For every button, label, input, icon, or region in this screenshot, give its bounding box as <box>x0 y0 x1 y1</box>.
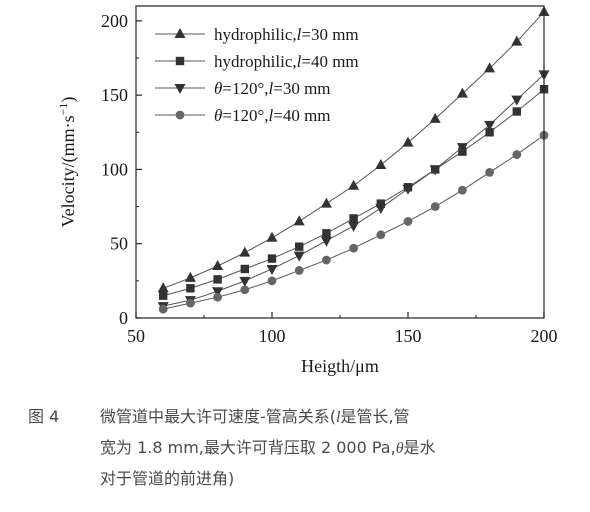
data-point-hydrophilic-l30 <box>293 215 305 226</box>
data-point-hydrophilic-l30 <box>157 282 169 293</box>
legend-label-theta120-l40: θ=120°,l=40 mm <box>214 106 331 125</box>
data-point-hydrophilic-l30 <box>375 158 387 169</box>
data-point-theta120-l40 <box>186 298 195 308</box>
data-point-hydrophilic-l40 <box>349 214 358 223</box>
caption-var-theta: θ <box>395 440 404 457</box>
data-point-hydrophilic-l30 <box>484 62 496 73</box>
data-point-hydrophilic-l30 <box>266 231 278 242</box>
data-point-hydrophilic-l30 <box>456 87 468 98</box>
x-tick-label: 150 <box>395 326 422 346</box>
legend-label-hydrophilic-l40: hydrophilic,l=40 mm <box>214 52 359 71</box>
data-point-hydrophilic-l30 <box>429 112 441 123</box>
data-point-theta120-l40 <box>512 150 522 159</box>
data-point-hydrophilic-l30 <box>402 136 414 147</box>
data-point-theta120-l40 <box>430 202 440 211</box>
data-point-theta120-l40 <box>294 266 304 275</box>
data-point-theta120-l40 <box>240 285 250 295</box>
data-point-theta120-l30 <box>348 221 360 232</box>
data-point-theta120-l30 <box>320 236 332 247</box>
data-point-theta120-l40 <box>267 276 277 286</box>
y-axis-label: Velocity/(mm·s−1) <box>56 97 79 228</box>
data-point-theta120-l40 <box>376 230 386 240</box>
data-point-theta120-l40 <box>158 304 168 314</box>
legend-label-theta120-l30: θ=120°,l=30 mm <box>214 79 331 98</box>
x-axis-label: Heigth/μm <box>301 356 379 376</box>
x-tick-label: 100 <box>259 326 286 346</box>
data-point-theta120-l30 <box>293 251 305 262</box>
data-point-hydrophilic-l40 <box>186 284 195 293</box>
figure-caption: 图 4 微管道中最大许可速度-管高关系(l是管长,管 宽为 1.8 mm,最大许可… <box>28 402 576 494</box>
data-point-hydrophilic-l30 <box>184 271 196 282</box>
data-point-hydrophilic-l40 <box>267 254 277 263</box>
data-point-hydrophilic-l30 <box>320 197 332 208</box>
y-tick-label: 150 <box>101 85 128 105</box>
caption-line-3: 对于管道的前进角) <box>100 469 235 488</box>
data-point-theta120-l30 <box>402 184 414 195</box>
data-point-hydrophilic-l30 <box>348 179 360 190</box>
data-point-hydrophilic-l40 <box>512 107 521 116</box>
legend-marker-theta120-l40 <box>175 110 185 120</box>
data-point-hydrophilic-l30 <box>239 246 251 257</box>
data-point-theta120-l30 <box>212 287 224 298</box>
legend-marker-theta120-l30 <box>174 84 186 94</box>
data-point-theta120-l30 <box>429 165 441 176</box>
x-tick-label: 200 <box>531 326 558 346</box>
data-point-theta120-l40 <box>213 292 223 302</box>
data-point-theta120-l30 <box>239 276 251 287</box>
caption-line-1a: 微管道中最大许可速度-管高关系( <box>100 407 337 426</box>
y-tick-label: 200 <box>101 11 128 31</box>
legend-marker-hydrophilic-l30 <box>174 28 186 38</box>
y-tick-label: 100 <box>101 159 128 179</box>
data-point-hydrophilic-l40 <box>159 291 168 300</box>
x-tick-label: 50 <box>127 326 145 346</box>
caption-line-2b: 是水 <box>403 438 436 457</box>
data-point-hydrophilic-l30 <box>511 35 523 46</box>
data-point-theta120-l30 <box>266 264 278 275</box>
data-point-theta120-l40 <box>322 255 331 265</box>
data-point-hydrophilic-l40 <box>376 199 385 208</box>
data-point-theta120-l40 <box>403 217 413 226</box>
data-point-hydrophilic-l40 <box>213 275 222 284</box>
data-point-hydrophilic-l30 <box>212 260 224 270</box>
data-point-theta120-l30 <box>456 143 468 154</box>
data-point-theta120-l30 <box>511 95 523 106</box>
data-point-hydrophilic-l40 <box>240 264 249 274</box>
data-point-theta120-l30 <box>375 204 387 215</box>
data-point-theta120-l40 <box>458 185 467 195</box>
legend-label-hydrophilic-l30: hydrophilic,l=30 mm <box>214 25 359 44</box>
data-point-hydrophilic-l40 <box>485 128 494 137</box>
caption-var-l: l <box>336 409 341 426</box>
y-tick-label: 50 <box>110 234 128 254</box>
legend-marker-hydrophilic-l40 <box>175 56 185 66</box>
data-point-hydrophilic-l40 <box>322 229 331 238</box>
figure-label: 图 4 <box>28 407 60 426</box>
data-point-hydrophilic-l40 <box>295 242 304 251</box>
caption-line-2: 宽为 1.8 mm,最大许可背压取 2 000 Pa, <box>100 438 396 457</box>
caption-line-1b: 是管长,管 <box>340 407 410 426</box>
data-point-theta120-l30 <box>484 120 496 131</box>
y-tick-label: 0 <box>119 308 128 328</box>
data-point-theta120-l40 <box>485 168 494 177</box>
legend: hydrophilic,l=30 mm hydrophilic,l=40 mm θ=… <box>155 25 359 125</box>
data-point-theta120-l40 <box>349 243 358 253</box>
